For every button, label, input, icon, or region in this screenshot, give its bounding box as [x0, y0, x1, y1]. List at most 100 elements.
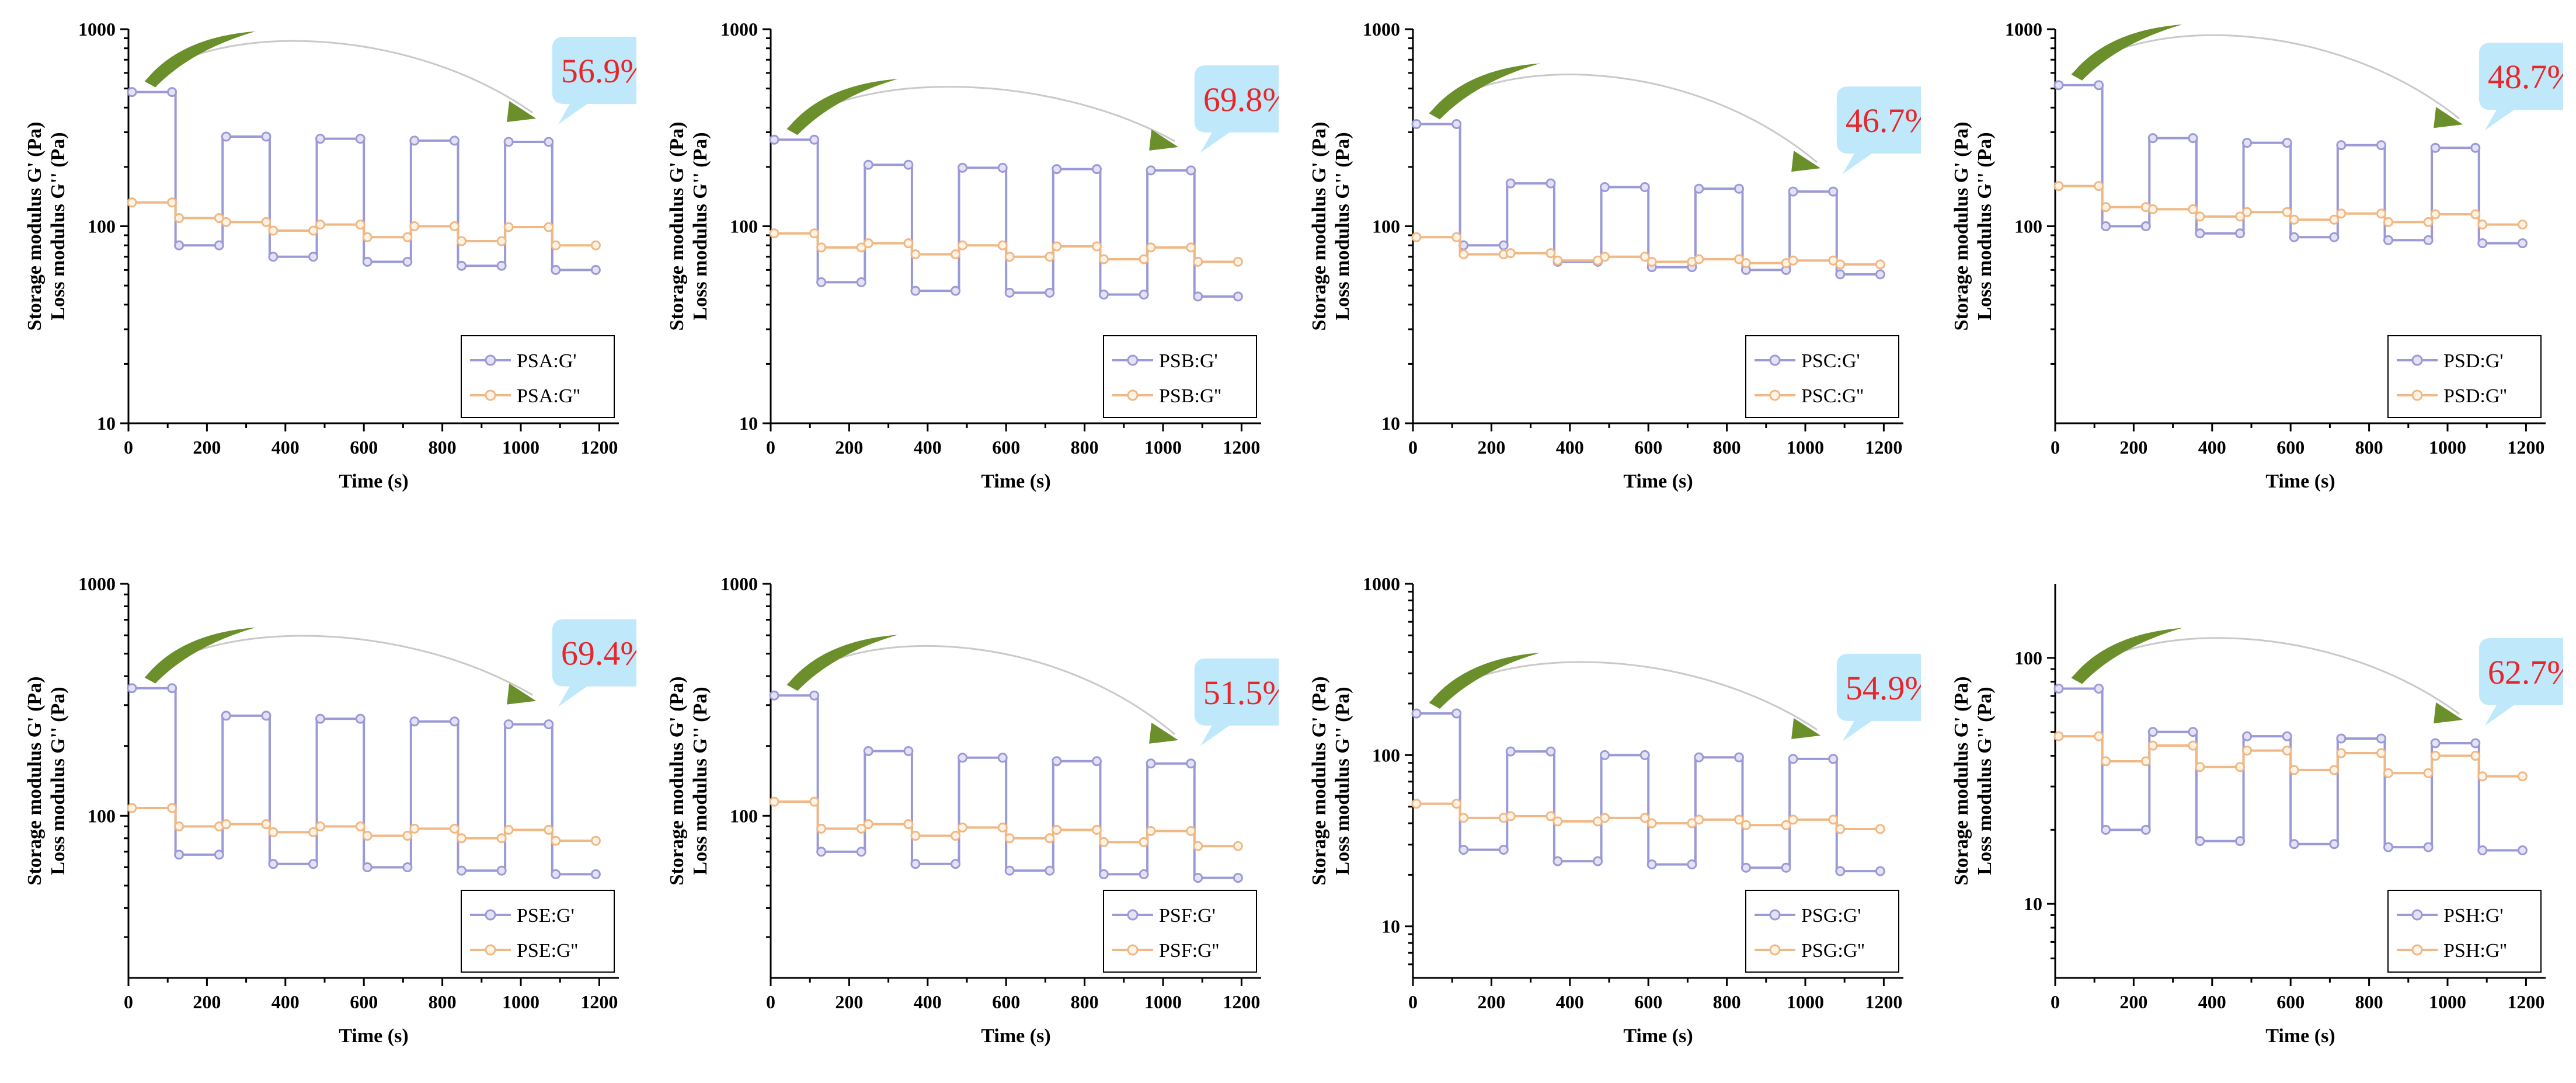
data-point — [1098, 837, 1109, 847]
data-point — [2147, 133, 2158, 144]
arrow-head — [1149, 722, 1179, 744]
data-point — [355, 134, 365, 144]
data-point — [551, 264, 561, 275]
data-point — [2235, 762, 2246, 772]
data-point — [2477, 845, 2488, 856]
data-point — [221, 131, 231, 142]
x-tick-label: 0 — [2051, 437, 2060, 458]
arrow-head — [1791, 718, 1821, 739]
data-point — [1694, 183, 1704, 194]
legend: PSH:G' PSH:G'' — [2387, 890, 2542, 973]
data-point — [2470, 209, 2481, 220]
data-point — [174, 849, 185, 860]
chart-panel-psd: 0 200 400 600 800 1000 1200 100 1000 Time (s) Stor… — [1927, 0, 2563, 525]
data-point — [809, 796, 820, 807]
data-point — [2195, 836, 2205, 847]
data-point — [1186, 165, 1196, 176]
data-point — [1193, 256, 1203, 267]
data-point — [1004, 252, 1015, 262]
data-point — [362, 862, 373, 872]
data-point — [951, 859, 961, 869]
legend-box — [461, 335, 615, 418]
data-point — [1740, 258, 1751, 269]
legend: PSD:G' PSD:G'' — [2387, 335, 2542, 418]
chart-panel-psg: 0 200 400 600 800 1000 1200 10 100 1000 Time (s) St… — [1284, 555, 1921, 1080]
chart-panel-psh: 0 200 400 600 800 1000 1200 10 100 Time (s) Storag… — [1927, 555, 2563, 1080]
data-point — [997, 240, 1008, 250]
data-point — [221, 711, 231, 721]
data-point — [1639, 252, 1650, 262]
data-point — [1788, 186, 1798, 197]
data-point — [2470, 738, 2481, 748]
y-tick-label: 1000 — [78, 573, 116, 594]
arrow-head — [507, 101, 537, 123]
data-point — [1139, 869, 1149, 879]
data-point — [1139, 837, 1149, 847]
arrow-tail-swoosh — [787, 79, 898, 135]
y-axis-label-loss: Loss modulus G'' (Pa) — [690, 687, 711, 875]
legend-label: PSC:G' — [1801, 350, 1860, 372]
y-tick-label: 1000 — [78, 19, 116, 40]
legend-swatch-marker — [485, 909, 496, 921]
data-point — [2053, 181, 2064, 191]
data-point — [951, 831, 961, 841]
data-point — [1052, 756, 1062, 767]
x-tick-label: 200 — [835, 437, 863, 458]
data-point — [2242, 207, 2253, 217]
series-line — [128, 90, 600, 271]
data-point — [409, 823, 420, 834]
data-point — [958, 240, 968, 250]
data-point — [1411, 708, 1422, 719]
data-point — [1835, 866, 1846, 876]
data-point — [167, 803, 177, 813]
recovery-callout: 62.7% — [2478, 638, 2563, 726]
data-point — [496, 833, 507, 844]
data-point — [496, 865, 507, 876]
data-point — [590, 264, 601, 275]
x-tick-label: 1000 — [2429, 991, 2466, 1012]
recovery-arrow — [2071, 24, 2463, 128]
y-tick-label: 100 — [730, 216, 758, 237]
data-point — [903, 746, 914, 757]
chart-panel-pse: 0 200 400 600 800 1000 1200 100 1000 Time (s) Stor… — [0, 555, 636, 1080]
data-point — [551, 835, 561, 846]
data-point — [2376, 748, 2386, 758]
data-point — [2383, 842, 2393, 852]
x-tick-label: 0 — [124, 437, 133, 458]
data-point — [2053, 80, 2064, 90]
data-point — [2289, 232, 2299, 242]
data-point — [958, 753, 968, 763]
data-point — [1694, 254, 1704, 264]
data-point — [1552, 856, 1563, 866]
legend-swatch-marker — [1127, 389, 1139, 401]
data-point — [1451, 119, 1462, 130]
data-point — [308, 827, 319, 837]
legend: PSC:G' PSC:G'' — [1745, 335, 1899, 418]
y-axis-label-storage: Storage modulus G' (Pa) — [24, 677, 46, 886]
data-point — [268, 827, 279, 837]
data-point — [1186, 758, 1196, 769]
data-point — [2188, 204, 2198, 214]
x-axis-label: Time (s) — [2265, 1025, 2335, 1047]
data-point — [856, 242, 866, 253]
data-point — [544, 824, 554, 835]
series-loss-modulus — [2053, 731, 2528, 782]
data-point — [2053, 731, 2064, 741]
chart-svg: 0 200 400 600 800 1000 1200 100 1000 Time (s) Stor… — [1951, 19, 2563, 492]
series-loss-modulus — [127, 803, 601, 846]
data-point — [2188, 727, 2198, 737]
data-point — [1600, 750, 1610, 760]
y-axis-label-loss: Loss modulus G'' (Pa) — [1332, 687, 1353, 875]
data-point — [1004, 833, 1015, 844]
data-point — [1694, 752, 1704, 762]
data-point — [769, 690, 779, 701]
y-tick-label: 10 — [1381, 413, 1400, 434]
callout-bubble — [2478, 638, 2563, 726]
data-point — [1600, 182, 1610, 192]
data-point — [362, 232, 373, 242]
data-point — [503, 222, 514, 232]
data-point — [409, 221, 420, 231]
chart-panel-psb: 0 200 400 600 800 1000 1200 10 100 1000 Time (s) St… — [642, 0, 1279, 525]
data-point — [863, 238, 873, 249]
arrow-arc — [1429, 74, 1818, 163]
